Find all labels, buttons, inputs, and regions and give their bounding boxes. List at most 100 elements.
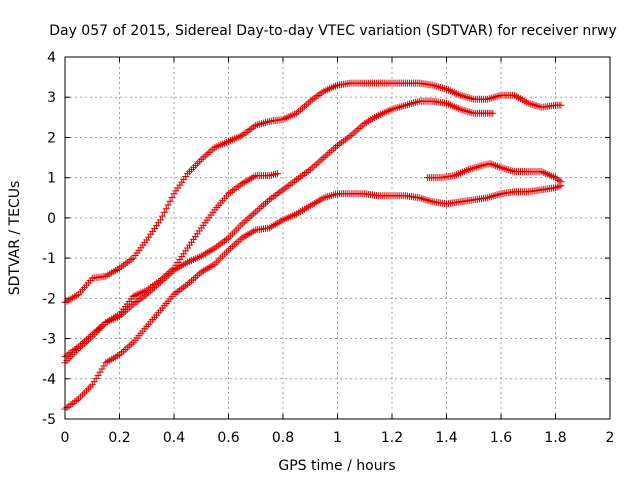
data-point [493,191,501,199]
data-point [466,108,474,116]
data-point [407,100,415,108]
data-point [398,102,406,110]
y-tick-label: 1 [47,171,56,187]
x-tick-label: 0.6 [217,430,239,446]
data-point [404,101,412,109]
data-point [205,149,213,157]
data-point [413,98,421,106]
data-point [94,371,102,379]
data-point [188,277,196,285]
data-point [250,210,258,218]
data-point [193,272,201,280]
data-point [330,191,338,199]
data-point [557,182,565,190]
data-point [427,197,435,205]
y-tick-label: -3 [42,332,56,348]
data-point [162,205,170,213]
data-point [490,161,498,169]
data-point [228,243,236,251]
data-point [328,147,336,155]
x-tick-label: 1.8 [544,430,566,446]
data-point [464,94,472,102]
data-point [324,150,332,158]
data-point [158,212,166,220]
data-point [300,102,308,110]
data-point [260,201,268,209]
data-point [532,102,540,110]
data-point [298,104,306,112]
data-point [256,204,264,212]
data-point [357,123,365,131]
data-point [258,120,266,128]
x-tick-label: 1.6 [490,430,512,446]
data-point [92,374,100,382]
data-point [553,183,561,191]
data-point [464,108,472,116]
data-point [248,211,256,219]
data-point [332,190,340,198]
x-tick-label: 1.2 [381,430,403,446]
data-point [125,304,133,312]
y-tick-label: -4 [42,372,56,388]
y-tick-label: 4 [47,50,56,66]
data-point [199,154,207,162]
data-point [431,82,439,90]
data-point [492,162,500,170]
data-point [406,100,414,108]
data-point [98,365,106,373]
data-point [274,170,282,178]
data-point [421,196,429,204]
data-point [411,98,419,106]
data-point [552,174,559,182]
data-point [419,195,427,203]
data-point [555,176,563,184]
data-point [400,102,408,110]
data-point [485,193,493,201]
data-point [330,145,338,153]
data-point [127,340,135,348]
plot-frame [64,56,611,420]
data-point [261,199,269,207]
data-point [312,160,320,168]
data-point [355,125,363,133]
data-point [353,126,361,134]
series-upper [61,79,565,306]
y-axis-label: SDTVAR / TECUs [7,181,23,296]
data-point [534,102,542,110]
data-point [226,244,234,252]
data-point [304,99,312,107]
data-point [417,194,425,202]
data-point [555,182,563,190]
data-point [191,273,199,281]
y-tick-label: 0 [47,211,56,227]
series-right [423,160,565,186]
data-point [261,119,269,127]
data-point [302,101,310,109]
data-point [189,275,197,283]
y-tick-label: 2 [47,130,56,146]
data-point [396,103,404,111]
data-point [402,101,410,109]
x-tick-label: 0.2 [108,430,130,446]
x-tick-label: 0.8 [272,430,294,446]
data-point [203,150,211,158]
data-point [263,198,271,206]
data-point [489,109,497,117]
data-point [503,165,511,173]
series-short [61,170,282,367]
data-point [466,94,474,102]
data-point [246,213,254,221]
data-point [328,191,336,199]
x-tick-label: 1 [333,430,342,446]
data-point [468,109,476,117]
data-point [252,208,260,216]
data-point [483,194,491,202]
data-point [297,106,305,114]
data-point [495,92,503,100]
data-point [260,119,268,127]
data-point [234,237,242,245]
data-point [263,118,271,126]
data-point [100,362,108,370]
data-point [553,175,561,183]
data-point [244,215,252,223]
